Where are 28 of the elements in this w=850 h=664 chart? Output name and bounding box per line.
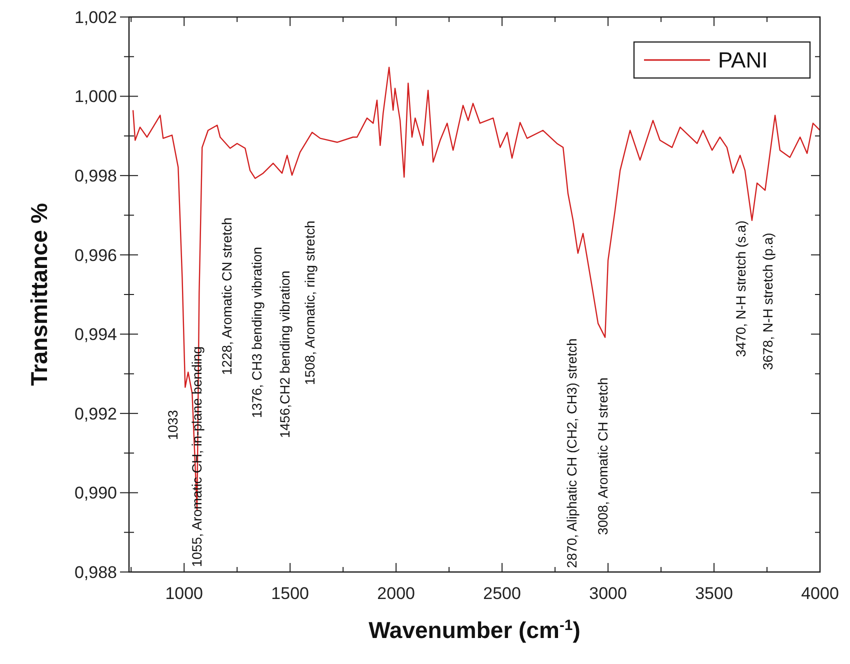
y-tick-label: 0,992 <box>74 404 117 424</box>
legend-label: PANI <box>718 48 768 73</box>
y-tick-label: 0,994 <box>74 325 117 344</box>
x-tick-label: 3500 <box>695 584 733 603</box>
y-tick-label: 0,990 <box>74 484 117 503</box>
annotation: 1376, CH3 bending vibration <box>250 246 265 418</box>
annotation: 1508, Aromatic, ring stretch <box>302 220 318 385</box>
y-tick-label: 0,998 <box>74 166 117 186</box>
annotation: 3008, Aromatic CH stretch <box>596 377 611 535</box>
x-tick-label: 1000 <box>165 584 204 603</box>
y-tick-label: 0,996 <box>74 246 117 265</box>
y-tick-label: 1,000 <box>74 87 117 106</box>
x-axis-title: Wavenumber (cm$^{-1}$) <box>368 616 580 643</box>
annotation: 3470, N-H stretch (s.a) <box>734 220 749 357</box>
y-axis-title: Transmittance % <box>26 203 52 386</box>
annotation: 1456,CH2 bending vibration <box>278 270 293 438</box>
annotation: 3678, N-H stretch (p.a) <box>760 232 776 370</box>
annotation: 1033 <box>166 410 181 440</box>
x-tick-label: 4000 <box>801 584 839 603</box>
y-tick-label: 1,002 <box>74 8 117 27</box>
annotation: 2870, Aliphatic CH (CH2, CH3) stretch <box>564 338 580 568</box>
x-tick-label: 1500 <box>271 584 310 603</box>
x-tick-label: 2000 <box>377 584 415 603</box>
x-tick-label: 2500 <box>483 584 521 603</box>
y-tick-label: 0,988 <box>74 562 117 582</box>
annotation: 1055, Aromatic CH, in-plane bending <box>190 346 205 567</box>
annotation: 1228, Aromatic CN stretch <box>220 217 235 375</box>
x-tick-label: 3000 <box>589 584 627 603</box>
